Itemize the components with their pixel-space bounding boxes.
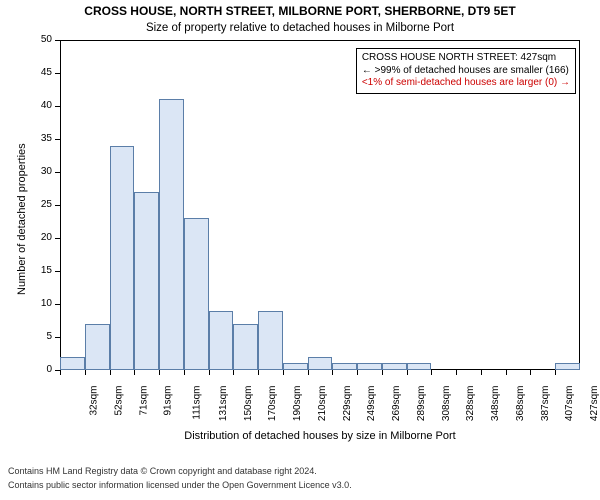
x-tick-mark <box>184 370 185 375</box>
x-tick-mark <box>308 370 309 375</box>
x-tick-label: 131sqm <box>218 386 229 422</box>
x-tick-label: 52sqm <box>113 386 124 416</box>
x-axis-label: Distribution of detached houses by size … <box>60 430 580 442</box>
y-tick-mark <box>55 40 60 41</box>
histogram-bar <box>258 311 283 370</box>
histogram-bar <box>159 99 184 370</box>
chart-container: CROSS HOUSE, NORTH STREET, MILBORNE PORT… <box>0 0 600 500</box>
y-tick-label: 25 <box>30 199 52 210</box>
x-tick-mark <box>481 370 482 375</box>
x-tick-label: 150sqm <box>243 386 254 422</box>
x-tick-label: 387sqm <box>540 386 551 422</box>
x-tick-mark <box>85 370 86 375</box>
histogram-bar <box>209 311 234 370</box>
x-tick-mark <box>159 370 160 375</box>
x-tick-label: 91sqm <box>163 386 174 416</box>
y-tick-label: 15 <box>30 265 52 276</box>
caption-line2: Contains public sector information licen… <box>8 480 352 490</box>
x-tick-mark <box>506 370 507 375</box>
y-tick-mark <box>55 106 60 107</box>
chart-subtitle: Size of property relative to detached ho… <box>0 22 600 34</box>
x-tick-label: 170sqm <box>267 386 278 422</box>
x-tick-label: 210sqm <box>317 386 328 422</box>
y-tick-mark <box>55 304 60 305</box>
x-tick-label: 111sqm <box>192 386 203 420</box>
x-tick-mark <box>456 370 457 375</box>
x-tick-mark <box>60 370 61 375</box>
annotation-line3: <1% of semi-detached houses are larger (… <box>362 77 570 90</box>
y-tick-label: 0 <box>30 364 52 375</box>
x-tick-mark <box>555 370 556 375</box>
annotation-line1: CROSS HOUSE NORTH STREET: 427sqm <box>362 52 570 65</box>
histogram-bar <box>382 363 407 370</box>
y-tick-mark <box>55 172 60 173</box>
y-tick-mark <box>55 238 60 239</box>
x-tick-label: 328sqm <box>466 386 477 422</box>
histogram-bar <box>357 363 382 370</box>
histogram-bar <box>134 192 159 370</box>
histogram-bar <box>85 324 110 370</box>
x-tick-mark <box>233 370 234 375</box>
y-tick-label: 30 <box>30 166 52 177</box>
y-tick-label: 40 <box>30 100 52 111</box>
x-tick-mark <box>110 370 111 375</box>
y-tick-label: 50 <box>30 34 52 45</box>
x-tick-mark <box>332 370 333 375</box>
x-tick-label: 407sqm <box>565 386 576 422</box>
x-tick-label: 229sqm <box>342 386 353 422</box>
x-tick-label: 190sqm <box>292 386 303 422</box>
x-tick-label: 269sqm <box>391 386 402 422</box>
x-tick-mark <box>209 370 210 375</box>
histogram-bar <box>332 363 357 370</box>
caption-line1: Contains HM Land Registry data © Crown c… <box>8 466 317 476</box>
histogram-bar <box>60 357 85 370</box>
x-tick-label: 71sqm <box>138 386 149 416</box>
y-tick-label: 45 <box>30 67 52 78</box>
histogram-bar <box>283 363 308 370</box>
histogram-bar <box>233 324 258 370</box>
x-tick-label: 348sqm <box>490 386 501 422</box>
x-tick-mark <box>134 370 135 375</box>
y-tick-mark <box>55 271 60 272</box>
x-tick-mark <box>357 370 358 375</box>
histogram-bar <box>184 218 209 370</box>
x-tick-mark <box>530 370 531 375</box>
chart-title: CROSS HOUSE, NORTH STREET, MILBORNE PORT… <box>0 4 600 18</box>
x-tick-mark <box>283 370 284 375</box>
x-tick-mark <box>407 370 408 375</box>
histogram-bar <box>308 357 333 370</box>
histogram-bar <box>407 363 432 370</box>
y-tick-label: 5 <box>30 331 52 342</box>
x-tick-mark <box>382 370 383 375</box>
x-tick-mark <box>431 370 432 375</box>
annotation-line2: ← >99% of detached houses are smaller (1… <box>362 65 570 78</box>
x-tick-mark <box>258 370 259 375</box>
x-tick-label: 32sqm <box>89 386 100 416</box>
y-tick-mark <box>55 205 60 206</box>
y-tick-mark <box>55 139 60 140</box>
annotation-box: CROSS HOUSE NORTH STREET: 427sqm ← >99% … <box>356 48 576 94</box>
histogram-bar <box>110 146 135 370</box>
y-tick-label: 10 <box>30 298 52 309</box>
y-axis-label: Number of detached properties <box>16 143 28 295</box>
y-tick-mark <box>55 337 60 338</box>
y-tick-label: 35 <box>30 133 52 144</box>
histogram-bar <box>555 363 580 370</box>
y-tick-mark <box>55 73 60 74</box>
x-tick-label: 368sqm <box>515 386 526 422</box>
y-tick-label: 20 <box>30 232 52 243</box>
x-tick-label: 289sqm <box>416 386 427 422</box>
x-tick-label: 427sqm <box>589 386 600 422</box>
x-tick-label: 308sqm <box>441 386 452 422</box>
x-tick-label: 249sqm <box>366 386 377 422</box>
